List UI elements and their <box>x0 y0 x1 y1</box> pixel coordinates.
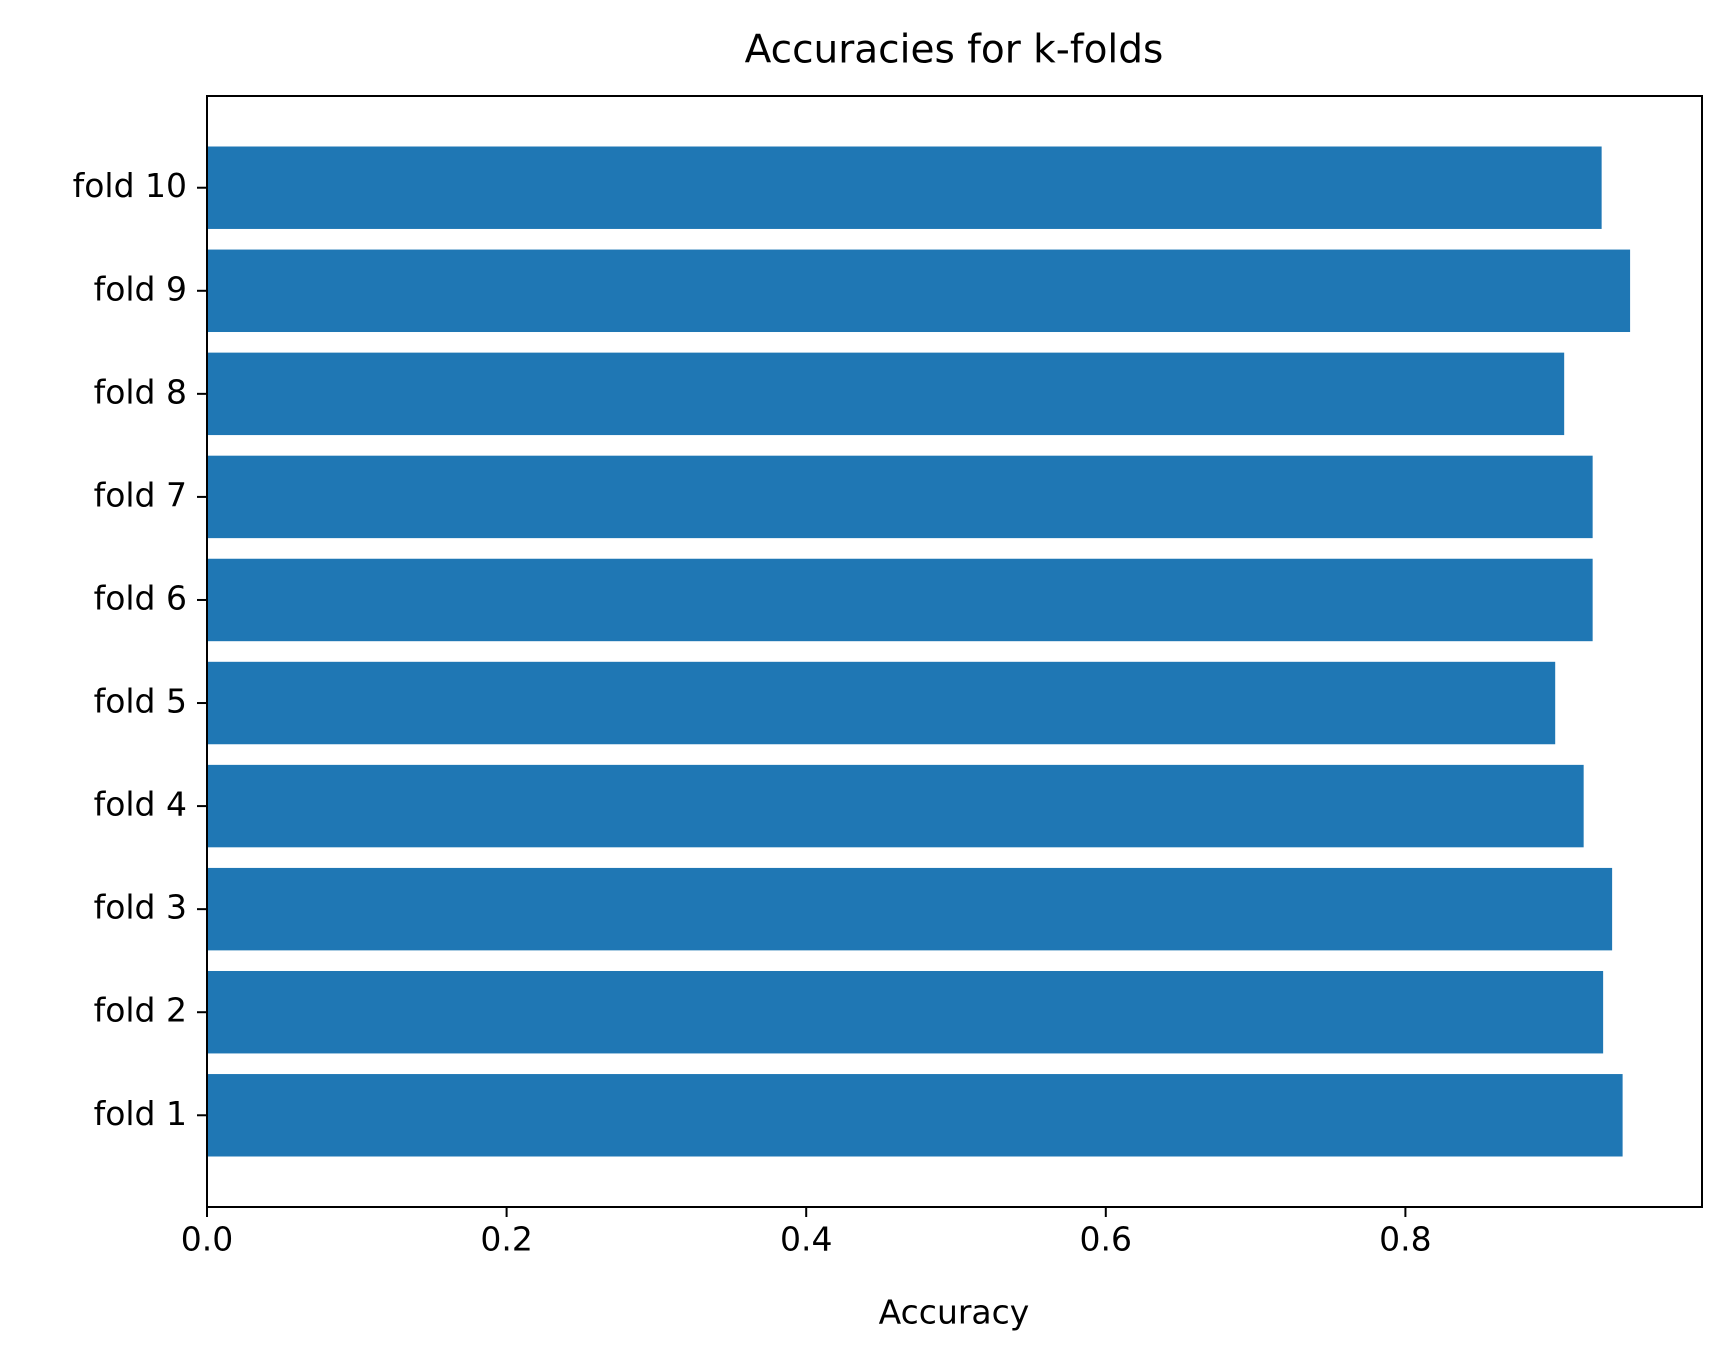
y-tick-label: fold 1 <box>94 1094 187 1133</box>
bar <box>207 352 1565 436</box>
x-tick-label: 0.6 <box>1080 1220 1132 1259</box>
bar <box>207 455 1593 539</box>
y-tick-label: fold 2 <box>94 991 187 1030</box>
y-tick-label: fold 5 <box>94 682 187 721</box>
x-tick-label: 0.0 <box>181 1220 233 1259</box>
y-tick-label: fold 9 <box>94 269 187 308</box>
bar <box>207 146 1602 229</box>
bar <box>207 867 1613 951</box>
bar <box>207 558 1593 642</box>
bar <box>207 661 1556 745</box>
x-tick-label: 0.2 <box>480 1220 532 1259</box>
bar <box>207 970 1604 1054</box>
chart-title: Accuracies for k-folds <box>745 28 1164 73</box>
y-tick-label: fold 6 <box>94 578 187 617</box>
y-tick-label: fold 7 <box>94 475 187 514</box>
y-tick-label: fold 4 <box>94 785 187 824</box>
y-tick-label: fold 10 <box>73 166 187 205</box>
x-axis-label: Accuracy <box>879 1293 1030 1332</box>
plot-frame <box>206 95 1703 1208</box>
bar <box>207 764 1584 848</box>
bar <box>207 249 1631 333</box>
y-tick-label: fold 3 <box>94 888 187 927</box>
x-tick-label: 0.8 <box>1379 1220 1431 1259</box>
y-tick-label: fold 8 <box>94 372 187 411</box>
bar <box>207 1074 1623 1157</box>
x-tick-label: 0.4 <box>780 1220 832 1259</box>
